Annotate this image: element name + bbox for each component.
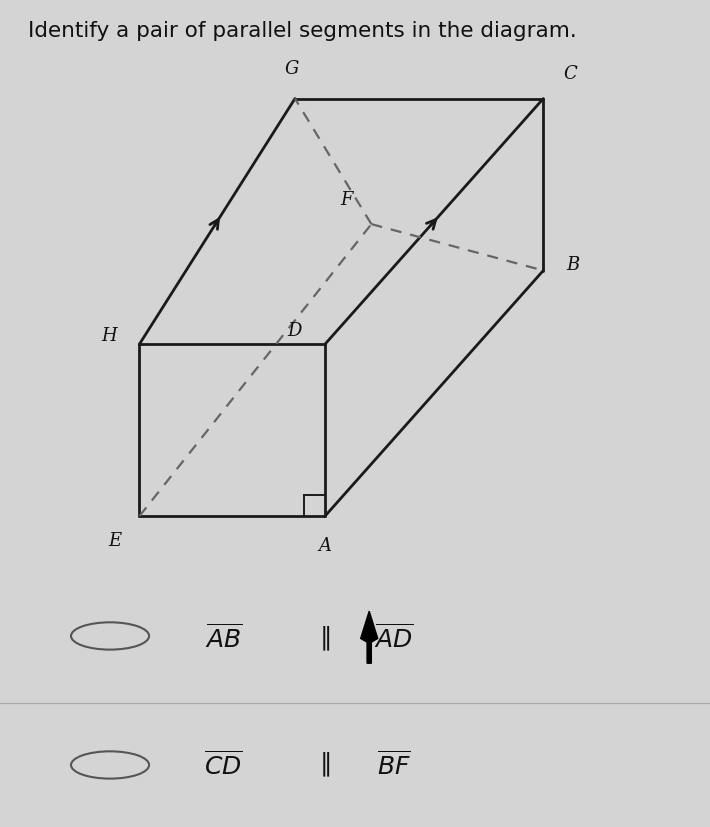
Text: $\parallel$: $\parallel$ [315,624,331,653]
Text: $\overline{AD}$: $\overline{AD}$ [374,624,414,653]
Text: H: H [102,327,117,345]
Text: $\overline{AB}$: $\overline{AB}$ [205,624,242,653]
Text: B: B [567,256,580,274]
Text: D: D [288,322,302,340]
Text: F: F [341,190,353,208]
Text: $\overline{BF}$: $\overline{BF}$ [377,751,411,779]
Text: $\overline{CD}$: $\overline{CD}$ [204,751,243,779]
Text: $\parallel$: $\parallel$ [315,751,331,779]
Text: A: A [319,538,332,555]
Text: Identify a pair of parallel segments in the diagram.: Identify a pair of parallel segments in … [28,21,577,41]
Polygon shape [361,611,378,663]
Text: G: G [285,60,300,78]
Text: C: C [564,65,577,83]
Text: E: E [109,532,121,550]
